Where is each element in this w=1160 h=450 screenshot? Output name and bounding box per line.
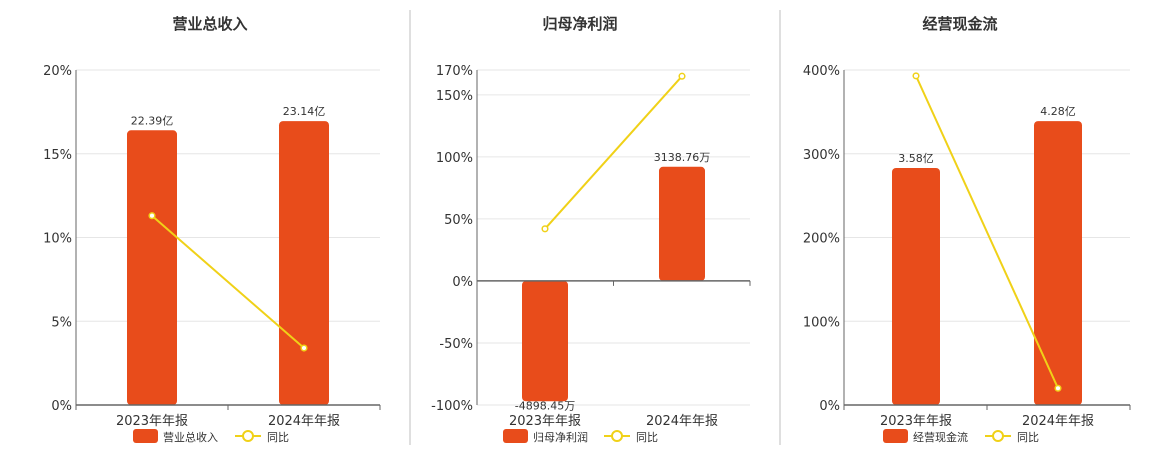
- chart-title: 经营现金流: [922, 15, 997, 33]
- chart-title: 营业总收入: [172, 15, 247, 33]
- x-category-label: 2024年年报: [268, 414, 340, 429]
- y-tick-label: 300%: [803, 148, 840, 163]
- bar-data-label: 4.28亿: [1040, 105, 1076, 118]
- y-tick-label: -50%: [439, 337, 473, 352]
- legend-bar-swatch: [133, 429, 158, 443]
- yoy-point: [148, 212, 156, 220]
- chart-panel-operating-cashflow: 经营现金流 0% 100% 200% 300% 400% 3.58亿 4.28亿 2023年年报…: [803, 15, 1131, 444]
- bar: [892, 167, 940, 405]
- legend-bar-label: 经营现金流: [913, 430, 968, 444]
- bar: [522, 280, 568, 402]
- y-tick-label: 50%: [444, 213, 473, 228]
- x-category-label: 2023年年报: [116, 414, 188, 429]
- y-tick-label: 0%: [51, 399, 72, 414]
- y-tick-label: 0%: [819, 399, 840, 414]
- x-category-label: 2024年年报: [646, 414, 718, 429]
- bar-data-label: 23.14亿: [283, 105, 326, 118]
- y-tick-label: 200%: [803, 232, 840, 247]
- bar-data-label: 3.58亿: [898, 152, 934, 165]
- yoy-line: [151, 214, 305, 349]
- legend-bar-swatch: [883, 429, 908, 443]
- bar: [279, 121, 329, 406]
- yoy-point: [1054, 384, 1062, 392]
- yoy-point: [541, 225, 549, 233]
- yoy-point: [912, 72, 920, 80]
- x-category-label: 2024年年报: [1022, 414, 1094, 429]
- bar: [127, 130, 177, 406]
- y-tick-label: 100%: [436, 151, 473, 166]
- chart-panel-revenue: 营业总收入 0% 5% 10% 15% 20% 22.39亿 23.14亿 2023年年报 202…: [43, 15, 381, 444]
- y-tick-label: 15%: [43, 148, 72, 163]
- legend-bar-label: 归母净利润: [533, 430, 588, 444]
- yoy-point: [678, 72, 686, 80]
- y-tick-label: 400%: [803, 64, 840, 79]
- y-tick-label: -100%: [431, 399, 473, 414]
- legend-line-label: 同比: [267, 431, 289, 444]
- y-tick-label: 20%: [43, 64, 72, 79]
- legend-bar-swatch: [503, 429, 528, 443]
- x-category-label: 2023年年报: [509, 414, 581, 429]
- x-category-label: 2023年年报: [880, 414, 952, 429]
- y-tick-label: 150%: [436, 89, 473, 104]
- bar-data-label: 22.39亿: [131, 114, 174, 127]
- yoy-point: [300, 344, 308, 352]
- legend-line-marker: [611, 430, 623, 442]
- legend-line-label: 同比: [1017, 431, 1039, 444]
- y-tick-label: 10%: [43, 232, 72, 247]
- legend-line-marker: [992, 430, 1004, 442]
- chart-panel-net-profit: 归母净利润 -100% -50% 0% 50% 100% 150% 170% -4898.45万…: [431, 15, 751, 444]
- bar: [1034, 121, 1082, 406]
- yoy-line: [544, 75, 683, 230]
- bar-data-label: -4898.45万: [515, 399, 575, 412]
- y-tick-label: 100%: [803, 315, 840, 330]
- bar-data-label: 3138.76万: [654, 151, 711, 164]
- y-tick-label: 170%: [436, 64, 473, 79]
- y-tick-label: 0%: [452, 275, 473, 290]
- y-tick-label: 5%: [51, 315, 72, 330]
- bar: [659, 166, 705, 281]
- chart-title: 归母净利润: [542, 15, 617, 33]
- legend-line-marker: [242, 430, 254, 442]
- legend-bar-label: 营业总收入: [163, 430, 218, 444]
- yoy-line: [915, 75, 1059, 389]
- legend-line-label: 同比: [636, 431, 658, 444]
